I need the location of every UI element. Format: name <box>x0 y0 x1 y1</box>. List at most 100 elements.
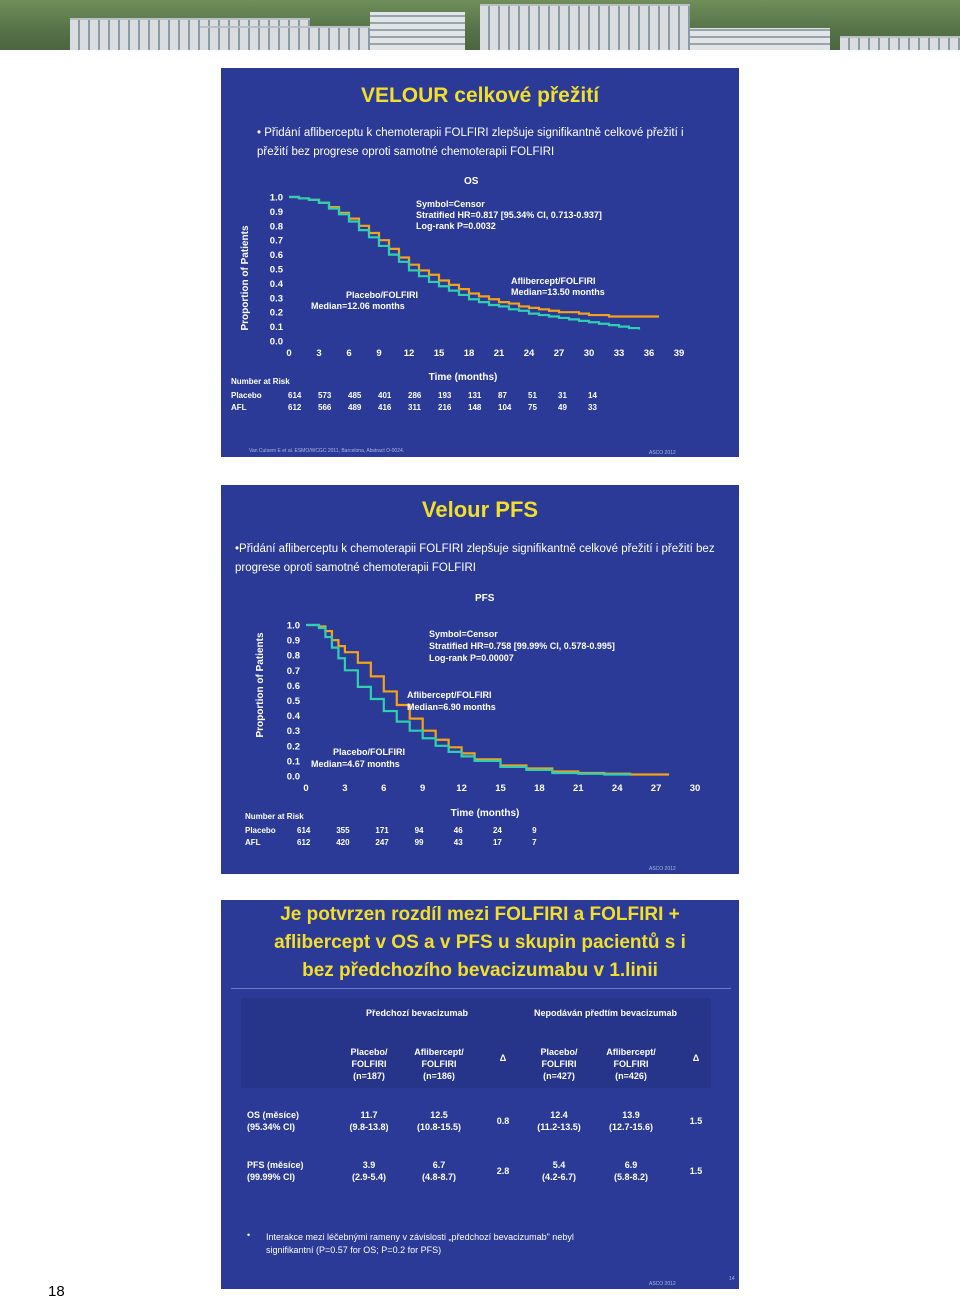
x-tick-label: 9 <box>376 348 381 359</box>
stats-box: Symbol=Censor Stratified HR=0.817 [95.34… <box>416 199 602 231</box>
afl-median: Median=6.90 months <box>407 702 496 712</box>
x-tick-label: 6 <box>346 348 351 359</box>
column-header: Aflibercept/FOLFIRI (n=186) <box>414 1047 464 1081</box>
x-tick-label: 0 <box>303 783 308 794</box>
risk-cell: 566 <box>318 402 332 412</box>
risk-cell: 355 <box>336 825 350 835</box>
slide-number: 14 <box>729 1276 735 1282</box>
risk-row-label: AFL <box>245 837 261 847</box>
afl-name: Aflibercept/FOLFIRI <box>511 276 596 286</box>
risk-cell: 489 <box>348 402 362 412</box>
column-header: Δ <box>692 1053 700 1063</box>
slide-bullet: •Přidání afliberceptu k chemoterapii FOL… <box>235 543 715 574</box>
table-cell: 11.7 (9.8-13.8) <box>349 1110 389 1132</box>
placebo-annotation: Placebo/FOLFIRI Median=12.06 months <box>311 290 418 311</box>
risk-cell: 612 <box>288 402 302 412</box>
risk-cell: 46 <box>453 825 463 835</box>
y-tick-label: 0.5 <box>287 696 301 707</box>
y-tick-label: 0.9 <box>287 636 300 647</box>
y-axis-label: Proportion of Patients <box>255 632 266 737</box>
row-label: OS (měsíce) (95.34% CI) <box>247 1110 300 1132</box>
y-tick-label: 0.0 <box>287 772 300 783</box>
x-tick-label: 27 <box>554 348 565 359</box>
subgroup-table: Placebo/FOLFIRI (n=187) Aflibercept/FOLFIR… <box>221 900 739 1289</box>
table-cell: 2.8 <box>496 1166 510 1176</box>
number-at-risk-table: Number at Risk Placebo 614 573 485 401 286 193… <box>231 377 618 413</box>
table-header-band <box>241 998 711 1088</box>
title-line: aflibercept v OS a v PFS u skupin pacien… <box>274 932 686 953</box>
x-tick-label: 3 <box>316 348 321 359</box>
risk-cell: 311 <box>408 402 421 412</box>
x-tick-label: 27 <box>651 783 662 794</box>
placebo-curve <box>306 623 632 776</box>
table-cell: 12.4 (11.2-13.5) <box>537 1110 581 1132</box>
risk-row: AFL 612 420 247 99 43 17 7 <box>245 836 571 848</box>
risk-cell: 75 <box>528 402 537 412</box>
risk-cell: 485 <box>348 390 362 400</box>
risk-cell: 51 <box>528 390 537 400</box>
plot-title: PFS <box>475 593 495 604</box>
risk-cell: 216 <box>438 402 452 412</box>
slide-pfs: Velour PFS •Přidání afliberceptu k chemo… <box>221 485 739 874</box>
aflibercept-annotation: Aflibercept/FOLFIRI Median=13.50 months <box>511 276 605 297</box>
y-tick-label: 0.3 <box>287 726 300 737</box>
y-axis-label: Proportion of Patients <box>240 225 251 330</box>
risk-cell: 247 <box>375 837 389 847</box>
risk-cell: 17 <box>492 837 502 847</box>
column-header: Aflibercept/FOLFIRI (n=426) <box>606 1047 656 1081</box>
x-axis-label: Time (months) <box>429 372 498 383</box>
risk-cell: 43 <box>453 837 463 847</box>
x-tick-label: 33 <box>614 348 625 359</box>
number-at-risk-table: Number at Risk Placebo 614 355 171 94 46 24 9 AF… <box>245 812 571 848</box>
title-underline <box>231 988 731 989</box>
risk-cell: 614 <box>288 390 302 400</box>
risk-row: Placebo 614 573 485 401 286 193 131 87 51 31 14 <box>231 389 618 401</box>
risk-cell: 87 <box>498 390 507 400</box>
y-tick-label: 0.8 <box>270 221 283 232</box>
y-tick-label: 0.2 <box>287 741 300 752</box>
placebo-median: Median=4.67 months <box>311 759 400 769</box>
slide-title: Velour PFS <box>421 497 539 522</box>
slide-subgroup-table: Je potvrzen rozdíl mezi FOLFIRI a FOLFIR… <box>221 900 739 1289</box>
x-tick-label: 39 <box>674 348 685 359</box>
y-tick-label: 0.5 <box>270 265 284 276</box>
x-tick-label: 12 <box>404 348 415 359</box>
pfs-chart: Proportion of Patients Time (months) 0 3 6… <box>255 621 700 820</box>
stat-line: Log-rank P=0.0032 <box>416 221 496 231</box>
slide-bullet: • Přidání afliberceptu k chemoterapii FO… <box>257 127 684 158</box>
risk-row: AFL 612 566 489 416 311 216 148 104 75 49 33 <box>231 401 618 413</box>
note: Interakce mezi léčebnými rameny v závisl… <box>266 1231 574 1257</box>
risk-header: Number at Risk <box>231 377 290 386</box>
x-tick-label: 12 <box>456 783 467 794</box>
table-cell: 13.9 (12.7-15.6) <box>608 1110 654 1132</box>
asco-mark: ASCO 2012 <box>649 1281 676 1287</box>
x-tick-label: 24 <box>524 348 535 359</box>
risk-cell: 94 <box>414 825 424 835</box>
placebo-median: Median=12.06 months <box>311 301 405 311</box>
x-axis-label: Time (months) <box>451 808 520 819</box>
stat-line: Symbol=Censor <box>416 199 485 209</box>
x-tick-label: 24 <box>612 783 623 794</box>
risk-cell: 24 <box>492 825 502 835</box>
risk-cell: 401 <box>378 390 392 400</box>
slide-title: Je potvrzen rozdíl mezi FOLFIRI a FOLFIR… <box>221 901 739 985</box>
stat-line: Symbol=Censor <box>429 629 498 639</box>
y-tick-label: 0.0 <box>270 337 283 348</box>
y-tick-label: 0.4 <box>287 711 301 722</box>
x-tick-label: 0 <box>286 348 291 359</box>
risk-cell: 193 <box>438 390 452 400</box>
plot-title: OS <box>464 176 479 187</box>
y-tick-label: 0.9 <box>270 207 283 218</box>
risk-cell: 31 <box>558 390 567 400</box>
risk-row-label: Placebo <box>231 390 262 400</box>
y-tick-label: 0.8 <box>287 651 300 662</box>
note-line: Interakce mezi léčebnými rameny v závisl… <box>266 1232 574 1242</box>
risk-cell: 614 <box>297 825 311 835</box>
note-bullet-glyph: • <box>247 1230 251 1240</box>
x-tick-label: 36 <box>644 348 655 359</box>
table-cell: 12.5 (10.8-15.5) <box>416 1110 462 1132</box>
afl-median: Median=13.50 months <box>511 287 605 297</box>
title-line: bez předchozího bevacizumabu v 1.linii <box>302 960 658 981</box>
risk-cell: 148 <box>468 402 482 412</box>
